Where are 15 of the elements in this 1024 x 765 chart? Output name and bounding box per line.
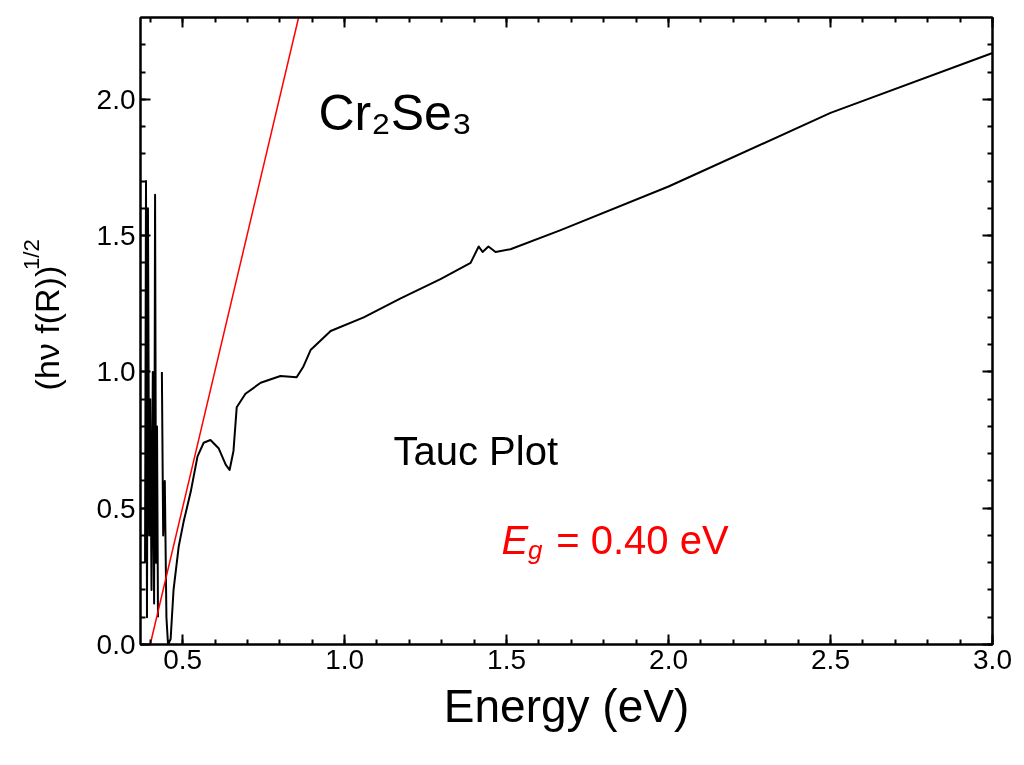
x-tick-label: 3.0: [973, 643, 1012, 675]
x-tick-label: 2.0: [649, 643, 689, 675]
x-tick-label: 1.5: [487, 643, 527, 675]
y-tick-label: 0.0: [96, 629, 136, 660]
y-tick-label: 1.5: [96, 220, 136, 252]
y-tick-label: 1.0: [96, 356, 136, 388]
y-axis-title: (hν f(R))1/2: [18, 239, 66, 391]
y-tick-label: 0.5: [96, 492, 136, 524]
x-tick-label: 1.0: [325, 643, 365, 675]
annotation: Cr₂Se₃: [318, 84, 473, 141]
x-tick-label: 0.5: [163, 643, 203, 675]
x-tick-label: 2.5: [811, 643, 850, 675]
annotation: Tauc Plot: [393, 428, 559, 473]
x-axis-title: Energy (eV): [443, 679, 690, 732]
y-tick-label: 2.0: [96, 83, 136, 115]
